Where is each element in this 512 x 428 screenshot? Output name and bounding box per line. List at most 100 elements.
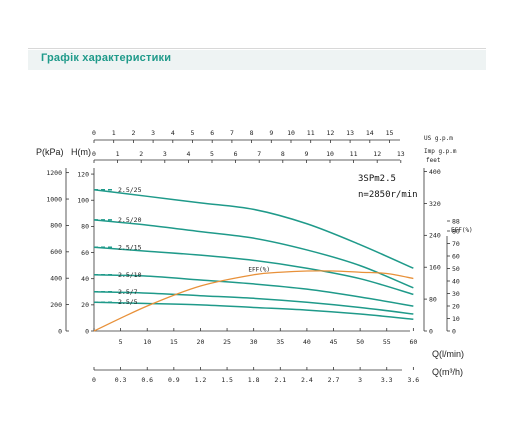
y-feet-label: feet <box>426 157 441 164</box>
head-curve-2-5-7 <box>93 291 414 315</box>
y-feet-tick-label: 80 <box>429 295 437 303</box>
x-us-gpm-tick-label: 12 <box>326 129 334 137</box>
x-q-tick-label: 25 <box>223 338 231 346</box>
x-imp-gpm-tick-label: 12 <box>373 150 381 158</box>
head-curve-2-5-15 <box>93 246 414 296</box>
head-curve-2-5-20 <box>93 219 414 289</box>
x-us-gpm-tick-label: 14 <box>366 129 374 137</box>
curve-label-2-5-10: 2.5/10 <box>118 271 142 279</box>
x-m3h-tick-label: 2.1 <box>274 376 286 384</box>
x-imp-gpm-tick-label: 7 <box>257 150 261 158</box>
efficiency-curve-label: EFF(%) <box>248 267 270 274</box>
x-us-gpm-label: US g.p.m <box>424 135 453 142</box>
x-m3h-tick-label: 3.3 <box>381 376 393 384</box>
x-imp-gpm-tick-label: 6 <box>234 150 238 158</box>
x-us-gpm-tick-label: 8 <box>250 129 254 137</box>
y-pressure-tick-label: 1200 <box>46 169 62 177</box>
x-imp-gpm-tick-label: 9 <box>304 150 308 158</box>
y-feet-tick-label: 160 <box>429 264 441 272</box>
speed-label: n=2850r/min <box>358 190 418 200</box>
y-eff-tick-label: 20 <box>452 302 460 310</box>
y-pressure-tick-label: 0 <box>58 327 62 335</box>
y-eff-tick-label: 30 <box>452 290 460 298</box>
x-q-tick-label: 5 <box>119 338 123 346</box>
x-us-gpm-tick-label: 1 <box>112 129 116 137</box>
x-q-tick-label: 45 <box>330 338 338 346</box>
x-us-gpm-tick-label: 13 <box>346 129 354 137</box>
x-q-label: Q(l/min) <box>432 349 464 359</box>
x-imp-gpm-tick-label: 13 <box>397 150 405 158</box>
x-q-tick-label: 30 <box>250 338 258 346</box>
x-imp-gpm-tick-label: 8 <box>281 150 285 158</box>
head-curve-2-5-10 <box>93 274 414 307</box>
head-curve-2-5-5 <box>93 301 414 320</box>
curve-label-2-5-25: 2.5/25 <box>118 186 142 194</box>
x-m3h-tick-label: 2.4 <box>301 376 313 384</box>
x-us-gpm-tick-label: 9 <box>269 129 273 137</box>
chart-axes <box>65 139 450 371</box>
x-us-gpm-tick-label: 5 <box>191 129 195 137</box>
x-m3h-tick-label: 0.6 <box>141 376 153 384</box>
y-eff-tick-label: 10 <box>452 315 460 323</box>
section-title: Графік характеристики <box>41 52 172 64</box>
header-band <box>28 50 486 70</box>
y-feet-tick-label: 240 <box>429 232 441 240</box>
x-imp-gpm-tick-label: 2 <box>139 150 143 158</box>
y-feet-tick-label: 320 <box>429 200 441 208</box>
x-imp-gpm-tick-label: 0 <box>92 150 96 158</box>
x-us-gpm-tick-label: 6 <box>210 129 214 137</box>
x-imp-gpm-tick-label: 5 <box>210 150 214 158</box>
y-pressure-tick-label: 200 <box>50 301 62 309</box>
y-head-tick-label: 40 <box>81 275 89 283</box>
y-pressure-tick-label: 800 <box>50 222 62 230</box>
x-m3h-tick-label: 0 <box>92 376 96 384</box>
x-us-gpm-tick-label: 11 <box>307 129 315 137</box>
y-head-label: H(m) <box>71 147 91 157</box>
x-m3h-tick-label: 3 <box>358 376 362 384</box>
y-eff-tick-label: 50 <box>452 265 460 273</box>
y-feet-tick-label: 400 <box>429 168 441 176</box>
x-us-gpm-tick-label: 2 <box>131 129 135 137</box>
y-pressure-tick-label: 600 <box>50 248 62 256</box>
x-q-tick-label: 55 <box>383 338 391 346</box>
chart-labels: 020406080100120020040060080010001200P(kP… <box>36 129 473 384</box>
curve-label-2-5-20: 2.5/20 <box>118 216 142 224</box>
y-eff-tick-label: 0 <box>452 327 456 335</box>
x-us-gpm-tick-label: 0 <box>92 129 96 137</box>
x-imp-gpm-tick-label: 4 <box>186 150 190 158</box>
curve-label-2-5-7: 2.5/7 <box>118 288 138 296</box>
curve-label-2-5-5: 2.5/5 <box>118 298 138 306</box>
y-eff-tick-label: 70 <box>452 240 460 248</box>
y-head-tick-label: 80 <box>81 223 89 231</box>
x-us-gpm-tick-label: 10 <box>287 129 295 137</box>
x-q-tick-label: 60 <box>409 338 417 346</box>
head-curve-2-5-25 <box>93 189 414 269</box>
y-eff-tick-label: 60 <box>452 252 460 260</box>
y-eff-label: EFF(%) <box>451 227 473 234</box>
x-m3h-tick-label: 1.2 <box>195 376 207 384</box>
chart-curves <box>93 189 414 332</box>
x-q-tick-label: 50 <box>356 338 364 346</box>
x-m3h-tick-label: 0.9 <box>168 376 180 384</box>
x-imp-gpm-tick-label: 10 <box>326 150 334 158</box>
y-pressure-tick-label: 400 <box>50 275 62 283</box>
x-imp-gpm-label: Imp g.p.m <box>424 148 457 155</box>
x-imp-gpm-tick-label: 11 <box>350 150 358 158</box>
x-q-tick-label: 40 <box>303 338 311 346</box>
x-m3h-tick-label: 1.8 <box>248 376 260 384</box>
y-eff-tick-label: 40 <box>452 277 460 285</box>
x-m3h-tick-label: 1.5 <box>221 376 233 384</box>
y-head-tick-label: 0 <box>85 327 89 335</box>
y-head-tick-label: 20 <box>81 301 89 309</box>
y-pressure-label: P(kPa) <box>36 147 64 157</box>
x-us-gpm-tick-label: 3 <box>151 129 155 137</box>
x-imp-gpm-tick-label: 3 <box>163 150 167 158</box>
x-m3h-tick-label: 3.6 <box>407 376 419 384</box>
x-imp-gpm-tick-label: 1 <box>116 150 120 158</box>
x-q-tick-label: 15 <box>170 338 178 346</box>
curve-label-2-5-15: 2.5/15 <box>118 243 142 251</box>
y-head-tick-label: 100 <box>77 197 89 205</box>
efficiency-curve <box>93 270 414 332</box>
y-head-tick-label: 60 <box>81 249 89 257</box>
